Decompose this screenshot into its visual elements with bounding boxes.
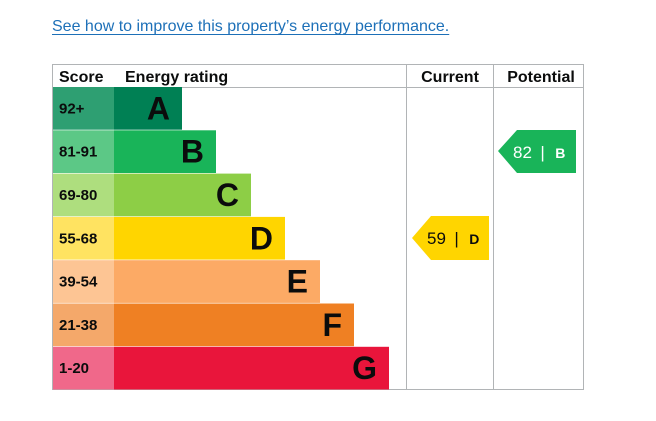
potential-rating-label: 82 | B bbox=[513, 143, 565, 162]
header-energy-rating: Energy rating bbox=[125, 69, 228, 86]
rating-bar-e bbox=[114, 260, 320, 303]
potential-rating-arrow bbox=[498, 130, 576, 173]
rating-bands: 92+ A 81-91 B 69-80 C 55-68 D 39-54 E 21-38 F 1-20 G bbox=[53, 87, 389, 390]
potential-rating-value: 82 bbox=[513, 143, 532, 162]
current-rating-value: 59 bbox=[427, 229, 446, 248]
score-cell-b bbox=[53, 130, 114, 173]
score-range-c: 69-80 bbox=[59, 187, 97, 204]
current-rating-separator: | bbox=[454, 229, 458, 248]
score-cell-d bbox=[53, 216, 114, 260]
rating-bar-a bbox=[114, 87, 182, 130]
header-current: Current bbox=[421, 69, 479, 86]
current-rating-indicator: 59 | D bbox=[412, 216, 489, 260]
header-potential: Potential bbox=[507, 69, 575, 86]
score-range-b: 81-91 bbox=[59, 144, 97, 161]
rating-bar-b bbox=[114, 130, 216, 173]
score-range-d: 55-68 bbox=[59, 230, 97, 247]
current-rating-arrow bbox=[412, 216, 489, 260]
score-range-a: 92+ bbox=[59, 100, 85, 117]
current-rating-letter: D bbox=[469, 231, 479, 247]
rating-letter-c: C bbox=[216, 177, 239, 213]
potential-rating-indicator: 82 | B bbox=[498, 130, 576, 173]
rating-bar-d bbox=[114, 216, 285, 260]
potential-rating-letter: B bbox=[555, 145, 565, 161]
score-range-e: 39-54 bbox=[59, 274, 98, 291]
score-cell-c bbox=[53, 173, 114, 217]
header-score: Score bbox=[59, 69, 104, 86]
rating-letter-d: D bbox=[250, 220, 273, 256]
score-cell-a bbox=[53, 87, 114, 130]
rating-bar-f bbox=[114, 303, 354, 347]
score-range-g: 1-20 bbox=[59, 360, 89, 377]
rating-bar-c bbox=[114, 173, 251, 217]
rating-letter-e: E bbox=[287, 264, 308, 300]
score-range-f: 21-38 bbox=[59, 317, 97, 334]
improve-energy-performance-link[interactable]: See how to improve this property’s energ… bbox=[52, 18, 450, 35]
rating-letter-a: A bbox=[147, 90, 170, 126]
potential-rating-separator: | bbox=[540, 143, 544, 162]
score-cell-g bbox=[53, 346, 114, 390]
rating-bar-g bbox=[114, 346, 389, 390]
score-cell-f bbox=[53, 303, 114, 347]
rating-letter-g: G bbox=[352, 350, 377, 386]
score-cell-e bbox=[53, 260, 114, 303]
rating-letter-b: B bbox=[181, 134, 204, 170]
rating-letter-f: F bbox=[322, 307, 342, 343]
current-rating-label: 59 | D bbox=[427, 229, 479, 248]
